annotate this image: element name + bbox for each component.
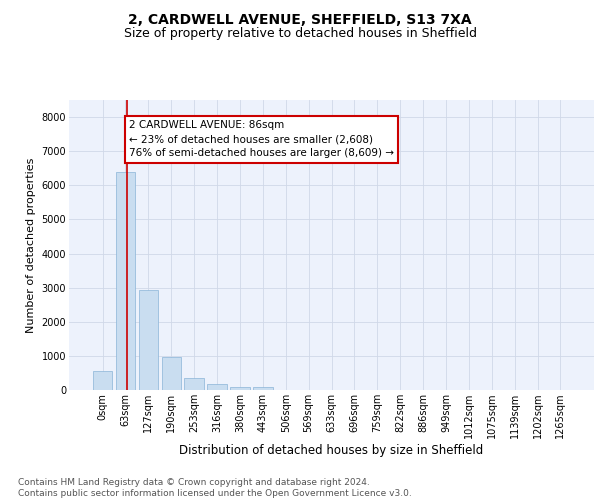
Y-axis label: Number of detached properties: Number of detached properties bbox=[26, 158, 36, 332]
Text: Size of property relative to detached houses in Sheffield: Size of property relative to detached ho… bbox=[124, 28, 476, 40]
Bar bbox=[139, 290, 158, 390]
Bar bbox=[161, 356, 181, 390]
Bar bbox=[230, 386, 250, 390]
Bar bbox=[253, 388, 272, 390]
Bar bbox=[93, 370, 112, 390]
Text: Contains HM Land Registry data © Crown copyright and database right 2024.
Contai: Contains HM Land Registry data © Crown c… bbox=[18, 478, 412, 498]
Text: 2 CARDWELL AVENUE: 86sqm
← 23% of detached houses are smaller (2,608)
76% of sem: 2 CARDWELL AVENUE: 86sqm ← 23% of detach… bbox=[129, 120, 394, 158]
X-axis label: Distribution of detached houses by size in Sheffield: Distribution of detached houses by size … bbox=[179, 444, 484, 457]
Bar bbox=[116, 172, 135, 390]
Bar bbox=[208, 384, 227, 390]
Text: 2, CARDWELL AVENUE, SHEFFIELD, S13 7XA: 2, CARDWELL AVENUE, SHEFFIELD, S13 7XA bbox=[128, 12, 472, 26]
Bar bbox=[184, 378, 204, 390]
